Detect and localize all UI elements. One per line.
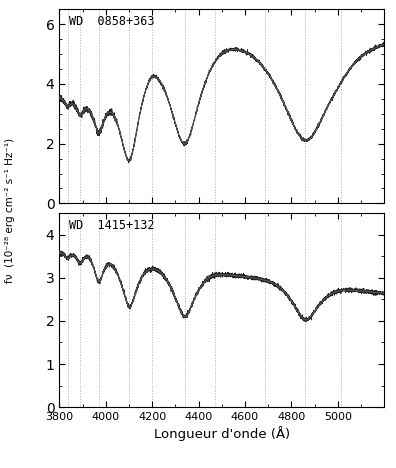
- Text: fν  (10⁻²⁸ erg cm⁻² s⁻¹ Hz⁻¹): fν (10⁻²⁸ erg cm⁻² s⁻¹ Hz⁻¹): [5, 138, 15, 283]
- X-axis label: Longueur d'onde (Å): Longueur d'onde (Å): [154, 426, 290, 441]
- Text: WD  0858+363: WD 0858+363: [69, 15, 155, 28]
- Text: WD  1415+132: WD 1415+132: [69, 219, 155, 232]
